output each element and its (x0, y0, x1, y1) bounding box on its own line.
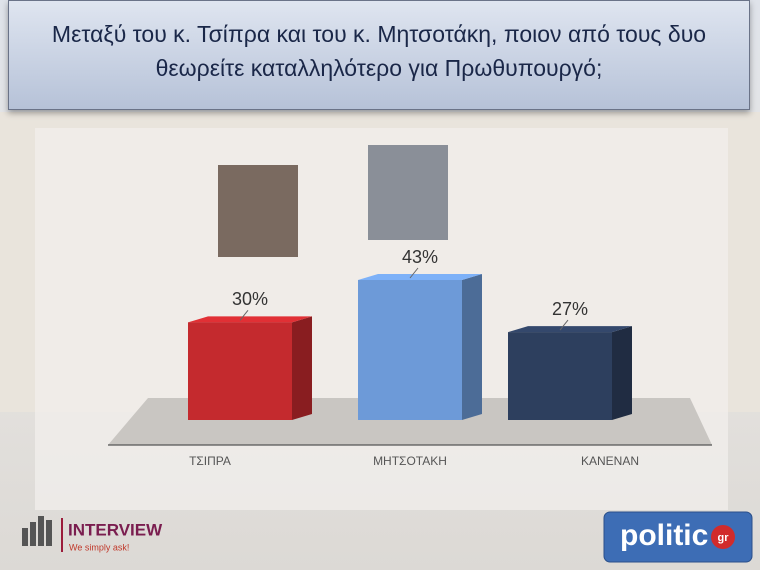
bar-side (292, 316, 312, 420)
logo-bar (30, 522, 36, 546)
bar (188, 316, 312, 420)
bar (358, 274, 482, 420)
logo-tagline: We simply ask! (69, 542, 129, 552)
bar-side (612, 326, 632, 420)
bar-top (188, 316, 312, 323)
logo-text: INTERVIEW (68, 520, 163, 539)
chart-title: Μεταξύ του κ. Τσίπρα και του κ. Μητσοτάκ… (8, 0, 750, 110)
bar (508, 326, 632, 420)
bar-front (188, 322, 292, 420)
bar-top (508, 326, 632, 333)
logo-text: politic (620, 519, 708, 552)
photo-tsipras (218, 165, 298, 257)
logo-suffix: gr (718, 532, 730, 544)
photo-mitsotakis (368, 145, 448, 240)
logo-box (603, 511, 753, 563)
label-leader (239, 310, 249, 321)
logo-bar (38, 516, 44, 546)
label-leader (559, 319, 569, 331)
logo-interview: INTERVIEW We simply ask! (22, 516, 163, 552)
bar-front (358, 280, 462, 420)
x-tick-label: ΜΗΤΣΟΤΑΚΗ (373, 454, 447, 468)
logo-circle (711, 525, 735, 549)
logo-bar (46, 520, 52, 546)
x-tick-label: ΤΣΙΠΡΑ (189, 454, 231, 468)
bar-front (508, 332, 612, 420)
value-label: 43% (402, 247, 438, 267)
label-leader (409, 267, 419, 279)
logo-bar (22, 528, 28, 546)
bar-side (462, 274, 482, 420)
value-label: 27% (552, 299, 588, 319)
bar-top (358, 274, 482, 280)
logo-politic: politic gr (603, 511, 753, 563)
value-label: 30% (232, 289, 268, 309)
x-tick-label: ΚΑΝΕΝΑΝ (581, 454, 639, 468)
